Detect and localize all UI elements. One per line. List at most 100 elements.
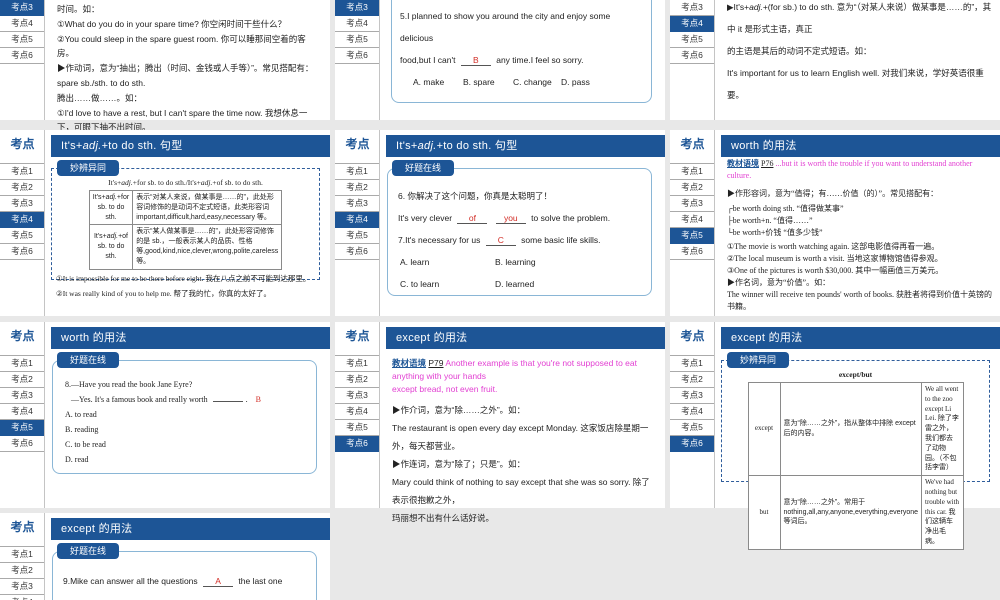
sidebar-item-kaodian-2[interactable]: 考点2 xyxy=(670,372,714,388)
exercise-body: 5.I planned to show you around the city … xyxy=(392,0,651,93)
sidebar-item-kaodian-2[interactable]: 考点2 xyxy=(335,372,379,388)
example-line: ②It was really kind of you to help me. 帮… xyxy=(56,289,272,299)
sidebar-item-kaodian-1[interactable]: 考点1 xyxy=(0,547,44,563)
sidebar-item-kaodian-3[interactable]: 考点3 xyxy=(670,0,714,16)
sidebar-item-kaodian-4[interactable]: 考点4 xyxy=(335,404,379,420)
sidebar-item-kaodian-3[interactable]: 考点3 xyxy=(670,388,714,404)
sidebar-item-kaodian-4[interactable]: 考点4 xyxy=(0,595,44,600)
sidebar-item-kaodian-6[interactable]: 考点6 xyxy=(335,48,379,64)
sidebar-item-kaodian-4[interactable]: 考点4 xyxy=(670,404,714,420)
text-line: 腾出……做……。如： xyxy=(57,92,143,103)
sidebar-item-kaodian-3[interactable]: 考点3 xyxy=(0,196,44,212)
sidebar-item-kaodian-6[interactable]: 考点6 xyxy=(670,244,714,260)
slide-title-bar: It's+adj.+to do sth. 句型 xyxy=(51,135,330,157)
slide-title: except 的用法 xyxy=(61,523,133,535)
slide-body: 教材语境 P79 Another example is that you're … xyxy=(392,354,657,527)
slide-title: It's+adj.+to do sth. 句型 xyxy=(396,140,518,152)
text-line: ①I'd love to have a rest, but I can't sp… xyxy=(57,107,308,133)
sidebar-item-kaodian-5[interactable]: 考点5 xyxy=(670,228,714,244)
sidebar-item-kaodian-4[interactable]: 考点4 xyxy=(0,16,44,32)
answer-blank: you xyxy=(495,214,526,224)
sidebar-item-kaodian-2[interactable]: 考点2 xyxy=(670,180,714,196)
sidebar-item-kaodian-6[interactable]: 考点6 xyxy=(0,48,44,64)
slide-card-except-compare: 考点 考点1 考点2 考点3 考点4 考点5 考点6 except 的用法 妙辨异同 ex… xyxy=(670,322,1000,550)
table-row: It's+adj.+of sb. to do sth. 表示“某人做某事是……的… xyxy=(88,224,283,270)
sidebar-item-kaodian-4[interactable]: 考点4 xyxy=(335,16,379,32)
sidebar-item-kaodian-3[interactable]: 考点3 xyxy=(670,196,714,212)
sidebar-item-kaodian-1[interactable]: 考点1 xyxy=(0,164,44,180)
sidebar-item-kaodian-5[interactable]: 考点5 xyxy=(670,32,714,48)
sidebar-item-kaodian-4[interactable]: 考点4 xyxy=(0,404,44,420)
sidebar-item-kaodian-4[interactable]: 考点4 xyxy=(670,16,714,32)
text-line: ▶作连词，意为“除了；只是”。如： xyxy=(392,459,526,469)
exercise-body: 9.Mike can answer all the questions A th… xyxy=(53,552,316,600)
option-d: D. pass xyxy=(561,77,590,87)
sidebar-item-kaodian-3[interactable]: 考点3 xyxy=(0,388,44,404)
sidebar-item-kaodian-6[interactable]: 考点6 xyxy=(670,48,714,64)
option-c: C. to be read xyxy=(65,440,106,449)
sidebar-item-kaodian-1[interactable]: 考点1 xyxy=(335,356,379,372)
sidebar-item-kaodian-3[interactable]: 考点3 xyxy=(335,0,379,16)
sidebar-item-kaodian-6[interactable]: 考点6 xyxy=(335,244,379,260)
textbook-context-line: 教材语境 P79 Another example is that you're … xyxy=(392,358,637,381)
sidebar-item-kaodian-5[interactable]: 考点5 xyxy=(0,32,44,48)
sidebar-item-kaodian-6[interactable]: 考点6 xyxy=(670,436,714,452)
example-line: ①It is impossible for me to be there bef… xyxy=(56,273,311,283)
kaodian-label: 考点 xyxy=(10,137,35,151)
slide-title-bar: It's+adj.+to do sth. 句型 xyxy=(386,135,665,157)
option-b: B. reading xyxy=(65,425,99,434)
sidebar-item-kaodian-5[interactable]: 考点5 xyxy=(670,420,714,436)
text-line: ├be worth+n. “值得……” xyxy=(727,216,813,225)
sidebar-item-kaodian-5[interactable]: 考点5 xyxy=(0,420,44,436)
sidebar-item-kaodian-4[interactable]: 考点4 xyxy=(670,212,714,228)
sidebar-item-kaodian-3[interactable]: 考点3 xyxy=(0,579,44,595)
sidebar-item-kaodian-6[interactable]: 考点6 xyxy=(335,436,379,452)
text-line: ▶作形容词，意为“值得；有……价值（的）”。常见搭配有： xyxy=(727,189,939,198)
sidebar-item-kaodian-6[interactable]: 考点6 xyxy=(0,244,44,260)
sidebar-item-kaodian-6[interactable]: 考点6 xyxy=(0,436,44,452)
sidebar-item-kaodian-3[interactable]: 考点3 xyxy=(335,388,379,404)
compare-tag: 妙辨异同 xyxy=(727,352,790,368)
sidebar-item-kaodian-5[interactable]: 考点5 xyxy=(335,32,379,48)
text-line: ▶作动词，意为“抽出；腾出（时间、金钱或人手等）”。常见搭配有：spare sb… xyxy=(57,63,314,88)
slide-body: 教材语境 P76 ...but it is worth the trouble … xyxy=(727,158,992,313)
slide-title-bar: worth 的用法 xyxy=(51,327,330,349)
sidebar-item-kaodian-5[interactable]: 考点5 xyxy=(0,228,44,244)
sidebar-item-kaodian-5[interactable]: 考点5 xyxy=(335,420,379,436)
option-b: B. learning xyxy=(495,257,536,267)
slide-card-its-adj-exercise: 考点 考点1 考点2 考点3 考点4 考点5 考点6 It's+adj.+to do st… xyxy=(335,130,665,316)
form-cell: It's+adj.+for sb. to do sth. xyxy=(88,189,134,226)
sidebar-item-kaodian-2[interactable]: 考点2 xyxy=(0,563,44,579)
text-line: ②You could sleep in the spare guest room… xyxy=(57,33,306,59)
slide-title-bar: except 的用法 xyxy=(721,327,1000,349)
slide-title: worth 的用法 xyxy=(61,332,127,344)
sidebar-item-kaodian-1[interactable]: 考点1 xyxy=(0,356,44,372)
sidebar-item-kaodian-4[interactable]: 考点4 xyxy=(0,212,44,228)
sidebar-item-kaodian-1[interactable]: 考点1 xyxy=(335,164,379,180)
compare-table: except 意为“除……之外”，指从整体中排除 except 后的内容。 We… xyxy=(747,381,964,550)
sidebar-item-kaodian-3[interactable]: 考点3 xyxy=(0,0,44,16)
sidebar-item-kaodian-3[interactable]: 考点3 xyxy=(335,196,379,212)
sidebar-item-kaodian-2[interactable]: 考点2 xyxy=(0,180,44,196)
sidebar-item-kaodian-4[interactable]: 考点4 xyxy=(335,212,379,228)
kaodian-label: 考点 xyxy=(680,329,705,343)
text-line: └be worth+价钱 “值多少钱” xyxy=(727,228,823,237)
question-line: 8.—Have you read the book Jane Eyre? xyxy=(65,380,193,389)
table-row: It's+adj.+for sb. to do sth. 表示“对某人来说，做某… xyxy=(88,189,283,226)
sidebar-item-kaodian-2[interactable]: 考点2 xyxy=(0,372,44,388)
sidebar-item-kaodian-1[interactable]: 考点1 xyxy=(670,356,714,372)
sidebar-item-kaodian-1[interactable]: 考点1 xyxy=(670,164,714,180)
sidebar-item-kaodian-5[interactable]: 考点5 xyxy=(335,228,379,244)
compare-table: It's+adj.+for sb. to do sth. 表示“对某人来说，做某… xyxy=(88,189,283,270)
sidebar-item-kaodian-2[interactable]: 考点2 xyxy=(335,180,379,196)
